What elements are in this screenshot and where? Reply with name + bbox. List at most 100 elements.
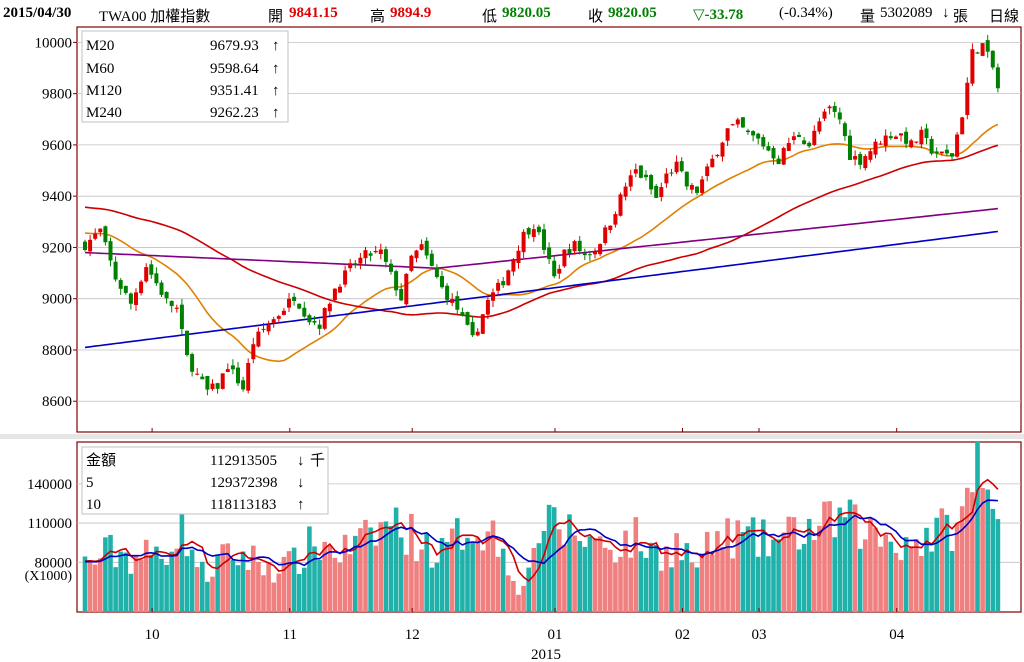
- candle-body: [358, 257, 363, 264]
- price-tick-label: 9200: [42, 240, 72, 256]
- candle-body: [215, 383, 220, 389]
- candle-body: [302, 307, 307, 317]
- volume-bar: [934, 517, 939, 612]
- volume-bar: [888, 541, 894, 612]
- candle-body: [445, 285, 450, 300]
- candle-body: [343, 270, 348, 285]
- volume-bar: [291, 547, 297, 612]
- month-label: 01: [548, 627, 563, 643]
- candle-body: [934, 151, 939, 154]
- volume-bar: [633, 517, 639, 612]
- candle-body: [230, 365, 235, 370]
- candle-body: [695, 186, 699, 193]
- legend-m20-arrow-icon: ↑: [272, 38, 280, 54]
- volume-bar: [393, 507, 399, 612]
- volume-bar: [358, 528, 363, 612]
- legend-m120-arrow-icon: ↑: [272, 83, 280, 99]
- volume-bar: [852, 504, 858, 612]
- volume-bar: [470, 542, 475, 612]
- price-moving-averages: [84, 123, 999, 363]
- volume-bar: [679, 560, 684, 612]
- candle-body: [965, 82, 970, 116]
- volume-bar: [449, 528, 455, 612]
- candle-body: [853, 156, 858, 160]
- legend-m60-value: 9598.64: [210, 61, 259, 77]
- legend-amount-unit: 千: [310, 452, 325, 469]
- volume-bar: [266, 562, 271, 612]
- volume-bar: [189, 549, 195, 612]
- volume-bar: [332, 557, 338, 612]
- volume-bar: [954, 523, 960, 612]
- candle-body: [659, 187, 664, 198]
- legend-m20-value: 9679.93: [210, 38, 259, 54]
- volume-bar: [822, 501, 827, 612]
- price-tick-label: 8800: [42, 343, 72, 359]
- volume-bar: [893, 552, 899, 612]
- volume-bar: [485, 531, 491, 612]
- legend-m20-name: M20: [86, 38, 114, 54]
- volume-bar: [342, 534, 348, 612]
- high-label: 高: [370, 9, 386, 25]
- volume-bar: [587, 536, 593, 612]
- volume-bar: [429, 567, 435, 612]
- candle-body: [970, 49, 975, 84]
- volume-bar: [806, 518, 812, 612]
- volume-bar: [847, 499, 853, 612]
- price-tick-label: 9400: [42, 189, 72, 205]
- candle-body: [929, 138, 934, 154]
- price-tick-label: 9600: [42, 138, 72, 154]
- legend-m240-name: M240: [86, 105, 122, 121]
- volume-bar: [908, 546, 914, 612]
- candle-body: [516, 250, 521, 264]
- candle-body: [598, 244, 603, 255]
- volume-bar: [398, 537, 404, 612]
- period-tab[interactable]: 日線: [989, 9, 1020, 25]
- candle-body: [210, 383, 215, 390]
- candle-body: [414, 250, 419, 259]
- volume-bar: [87, 560, 93, 612]
- volume-bar: [638, 551, 644, 612]
- candle-body: [883, 135, 888, 146]
- volume-bar: [898, 560, 904, 612]
- month-label: 12: [405, 627, 420, 643]
- ma120-line: [84, 207, 998, 270]
- volume-bar: [602, 547, 608, 612]
- volume-bar: [516, 594, 521, 612]
- candle-body: [914, 141, 919, 143]
- candle-body: [863, 156, 868, 169]
- candle-body: [832, 106, 837, 112]
- volume-bar: [919, 555, 924, 612]
- legend-m60-name: M60: [86, 61, 114, 77]
- candle-body: [542, 229, 546, 250]
- ma20-line: [84, 123, 999, 363]
- volume-bar: [353, 535, 358, 612]
- candle-body: [526, 228, 531, 235]
- legend-ma5-name: 5: [86, 475, 94, 491]
- candle-body: [485, 299, 490, 315]
- volume-label: 量: [860, 9, 876, 25]
- legend-ma10-name: 10: [86, 497, 101, 513]
- volume-bar: [245, 569, 251, 612]
- candle-body: [195, 373, 200, 375]
- volume-bar: [985, 489, 990, 612]
- candle-body: [618, 194, 623, 216]
- volume-bar: [159, 558, 164, 612]
- candles: [83, 34, 1000, 396]
- legend-ma10-arrow-icon: ↑: [297, 497, 305, 513]
- candle-body: [200, 376, 205, 380]
- volume-bar: [995, 519, 1001, 612]
- ma60-line: [84, 144, 999, 318]
- volume-bar: [465, 537, 470, 612]
- volume-bar: [82, 556, 88, 612]
- volume-bar: [108, 534, 113, 612]
- volume-bar: [730, 558, 735, 612]
- volume-bar: [735, 520, 741, 612]
- volume-bar: [562, 544, 567, 612]
- volume-bar: [128, 573, 134, 612]
- volume-bar: [761, 519, 766, 612]
- volume-bar: [200, 561, 205, 612]
- volume-bar: [837, 507, 843, 612]
- low-label: 低: [482, 9, 498, 25]
- candle-body: [980, 43, 985, 56]
- candle-body: [450, 299, 455, 303]
